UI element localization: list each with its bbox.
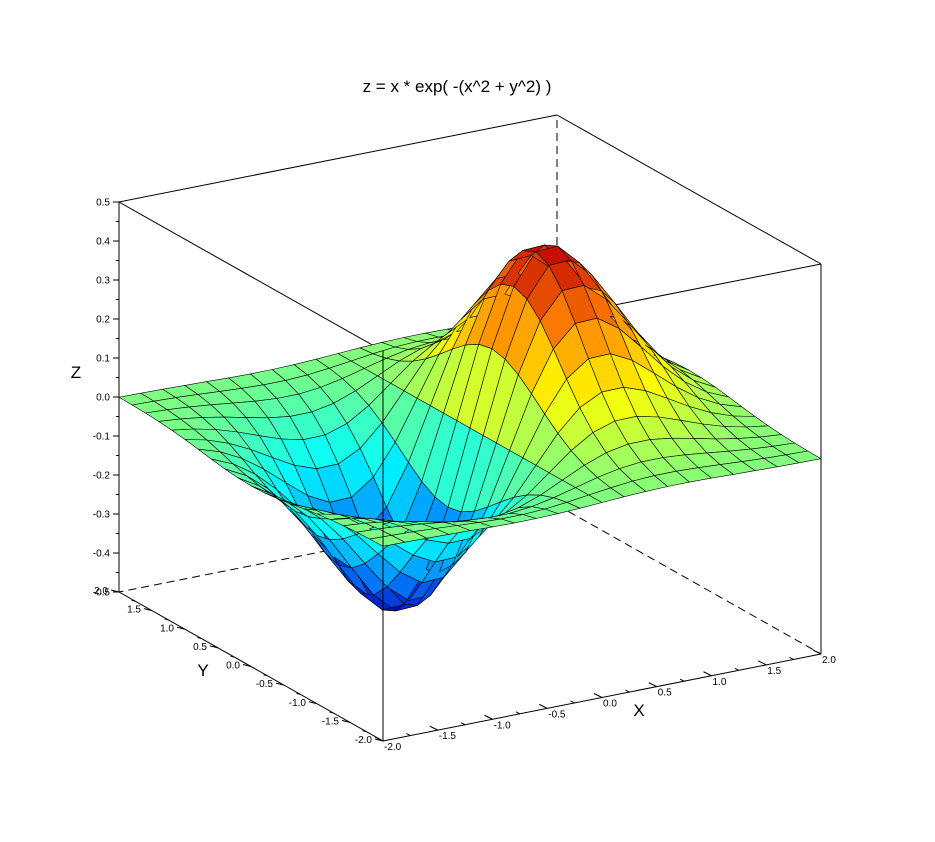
y-tick-label: 0.5 (193, 642, 207, 653)
z-axis-label: Z (71, 363, 81, 382)
y-axis-label: Y (197, 661, 208, 680)
x-tick-label: -1.0 (494, 720, 512, 731)
z-tick-label: 0.5 (96, 198, 110, 209)
z-tick-label: -0.2 (93, 471, 111, 482)
z-axis: -0.5 -0.4 -0.3 -0.2 -0.1 0.0 0.1 0.2 0.3 0.4 0.5 (93, 198, 119, 599)
y-tick-label: 1.0 (160, 623, 174, 634)
surface-facet (785, 450, 822, 464)
y-tick-label: -1.5 (322, 716, 340, 727)
x-minor-tick (406, 733, 411, 737)
y-minor-tick (197, 637, 202, 640)
y-tick (242, 664, 252, 667)
z-tick-label: -0.5 (93, 588, 111, 599)
z-tick-label: -0.1 (93, 432, 111, 443)
x-tick-label: -2.0 (384, 742, 402, 753)
x-tick (758, 660, 767, 666)
y-tick-label: -0.5 (256, 679, 274, 690)
y-minor-tick (296, 692, 301, 695)
y-tick-label: -2.0 (355, 735, 373, 746)
z-tick-label: 0.0 (96, 393, 110, 404)
x-tick-label: 0.0 (603, 699, 617, 710)
y-tick (110, 589, 120, 593)
x-tick-label: 0.5 (658, 688, 672, 699)
y-minor-tick (164, 618, 169, 621)
x-tick-label: 2.0 (822, 655, 836, 666)
x-tick (484, 714, 493, 720)
x-minor-tick (734, 667, 740, 671)
box-edge (118, 201, 384, 352)
y-tick (209, 645, 219, 649)
x-tick-label: -0.5 (548, 709, 566, 720)
x-minor-tick (570, 700, 575, 704)
box-edge (118, 114, 558, 203)
x-minor-tick (625, 689, 630, 693)
x-tick (374, 736, 384, 742)
z-tick-label: 0.2 (96, 315, 110, 326)
y-tick (143, 608, 153, 612)
chart-title: z = x * exp( -(x^2 + y^2) ) (363, 77, 552, 96)
x-tick-label: 1.5 (767, 666, 781, 677)
y-minor-tick (362, 730, 367, 733)
z-tick-label: 0.1 (96, 354, 110, 365)
x-tick (812, 649, 822, 655)
box-edge-hidden (556, 504, 822, 655)
x-tick-label: -1.5 (439, 731, 457, 742)
y-minor-tick (230, 655, 235, 658)
x-minor-tick (679, 678, 685, 682)
x-minor-tick (515, 711, 521, 715)
y-tick-label: -1.0 (289, 698, 307, 709)
y-minor-tick (329, 711, 334, 714)
x-minor-tick (460, 722, 466, 726)
x-minor-tick (789, 656, 794, 660)
surface-mesh (118, 244, 822, 612)
x-tick (593, 693, 603, 698)
z-tick-label: 0.3 (96, 276, 110, 287)
y-tick (176, 626, 186, 630)
x-tick-label: 1.0 (713, 677, 727, 688)
x-axis: -2.0 -1.5 -1.0 -0.5 0.0 0.5 1.0 1.5 2.0 (374, 649, 836, 753)
x-axis-label: X (633, 701, 644, 720)
z-tick-label: -0.3 (93, 510, 111, 521)
x-tick (539, 703, 548, 709)
y-tick-label: 0.0 (226, 661, 240, 672)
y-tick-label: 1.5 (127, 605, 141, 616)
x-tick (648, 682, 657, 688)
x-tick (429, 725, 438, 731)
y-minor-tick (263, 674, 268, 677)
y-tick (275, 682, 285, 686)
y-axis: -2.0 -1.5 -1.0 -0.5 0.0 0.5 1.0 1.5 2.0 (94, 586, 384, 746)
z-tick-label: -0.4 (93, 549, 111, 560)
y-tick (341, 719, 351, 723)
y-minor-tick (131, 599, 136, 602)
box-edge (556, 114, 822, 265)
y-tick-label: 2.0 (94, 586, 108, 597)
y-tick (308, 701, 318, 705)
z-tick-label: 0.4 (96, 237, 110, 248)
x-tick (703, 671, 712, 677)
